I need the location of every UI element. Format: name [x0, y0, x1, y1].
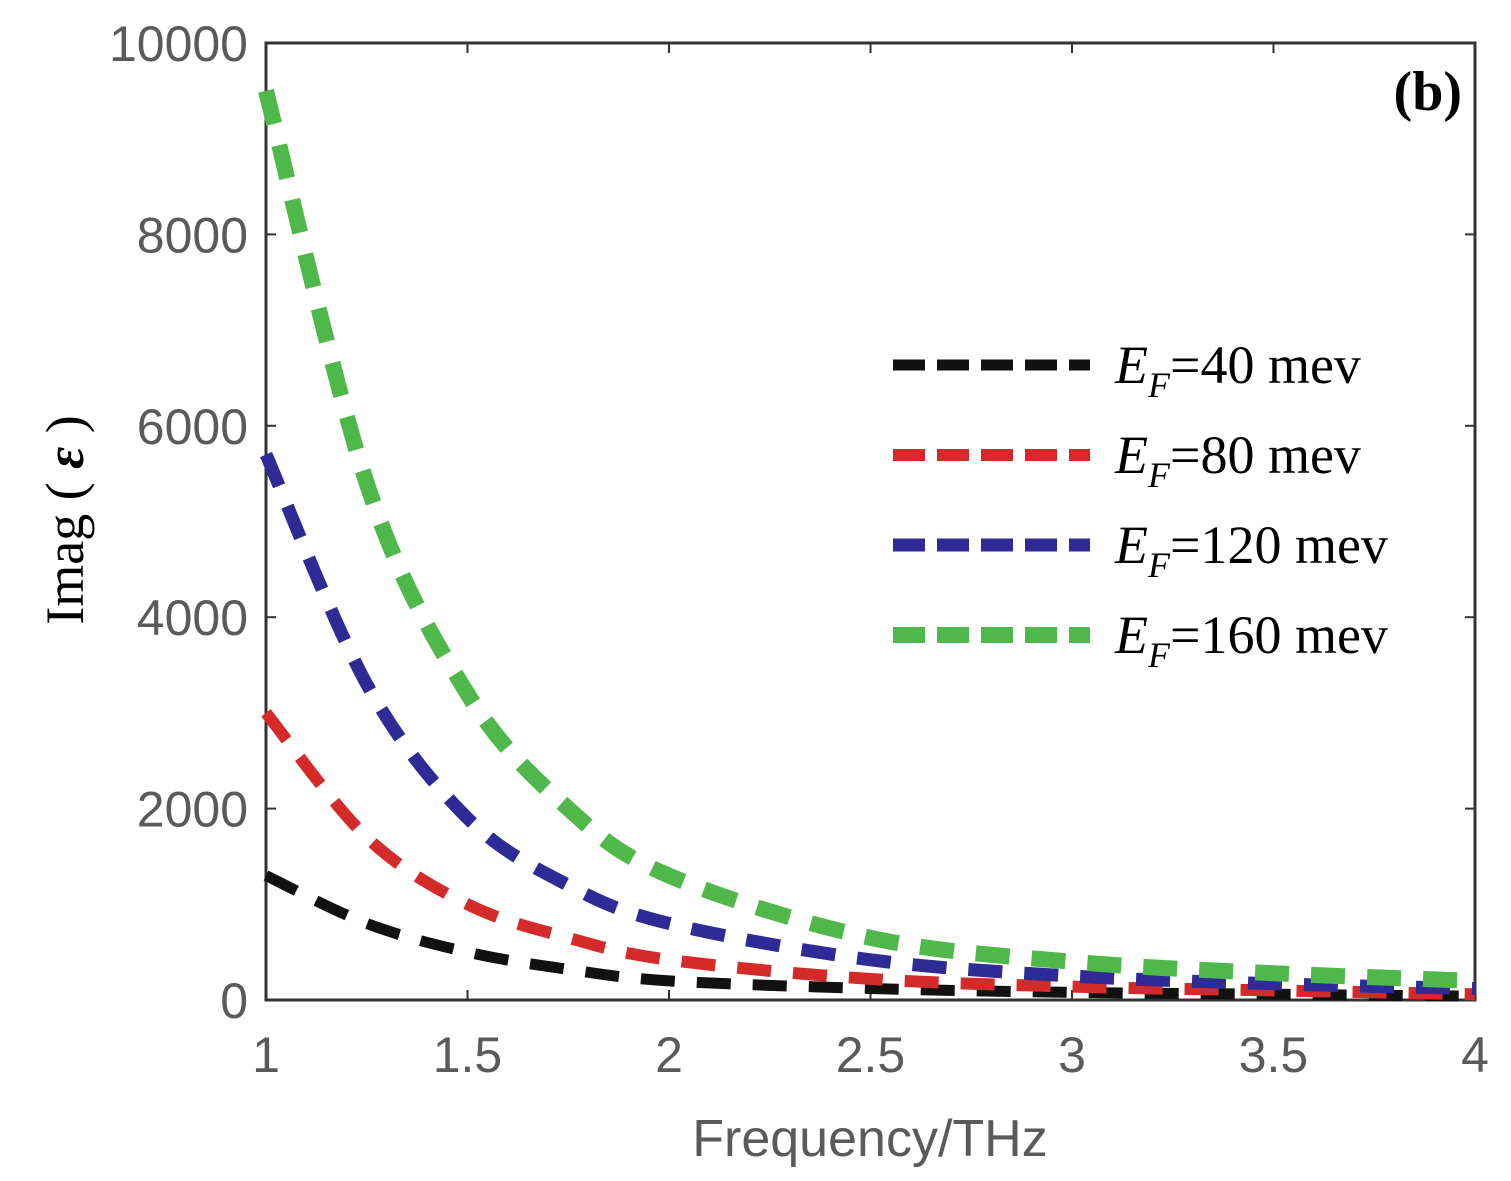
y-tick-label: 0	[220, 973, 248, 1029]
x-tick-label: 2.5	[836, 1027, 906, 1083]
legend-label-sub: F	[1147, 455, 1171, 495]
legend-label-2: EF=120 mev	[1114, 515, 1388, 585]
legend-label-0: EF=40 mev	[1114, 335, 1361, 405]
legend-label-sub: F	[1147, 635, 1171, 675]
legend-label-3: EF=160 mev	[1114, 605, 1388, 675]
legend-label-main: E	[1114, 425, 1148, 485]
tick-labels: 1 1.5 2 2.5 3 3.5 4 0 2000 4000 6000 8000 10000	[109, 16, 1489, 1083]
y-tick-label: 6000	[137, 399, 248, 455]
x-tick-label: 3	[1058, 1027, 1086, 1083]
series-line-3	[258, 88, 1476, 989]
y-axis-paren-open: (	[35, 482, 95, 500]
series-lines	[258, 88, 1476, 1002]
x-axis-title: Frequency/THz	[692, 1110, 1047, 1168]
x-tick-label: 1	[252, 1027, 280, 1083]
legend-label-1: EF=80 mev	[1114, 425, 1361, 495]
legend-label-main: E	[1114, 335, 1148, 395]
x-tick-label: 3.5	[1239, 1027, 1309, 1083]
legend-label-rest: =80 mev	[1170, 425, 1361, 485]
y-axis-title: Imag ( ε )	[35, 415, 95, 625]
y-tick-label: 2000	[137, 782, 248, 838]
series-line-0	[263, 870, 1476, 1002]
x-tick-label: 1.5	[433, 1027, 503, 1083]
panel-label: (b)	[1394, 61, 1462, 123]
legend-label-main: E	[1114, 515, 1148, 575]
legend-label-rest: =160 mev	[1170, 605, 1388, 665]
y-tick-label: 4000	[137, 590, 248, 646]
y-tick-label: 10000	[109, 16, 248, 72]
legend-label-sub: F	[1147, 545, 1171, 585]
legend-label-sub: F	[1147, 365, 1171, 405]
y-tick-label: 8000	[137, 207, 248, 263]
ticks	[265, 42, 1476, 1001]
legend-label-rest: =40 mev	[1170, 335, 1361, 395]
x-tick-label: 2	[655, 1027, 683, 1083]
y-axis-title-symbol: ε	[35, 447, 95, 469]
legend-label-main: E	[1114, 605, 1148, 665]
series-line-2	[260, 451, 1476, 996]
x-tick-label: 4	[1461, 1027, 1489, 1083]
y-axis-title-text: Imag	[35, 514, 95, 625]
y-axis-paren-close: )	[35, 415, 95, 433]
legend-label-rest: =120 mev	[1170, 515, 1388, 575]
